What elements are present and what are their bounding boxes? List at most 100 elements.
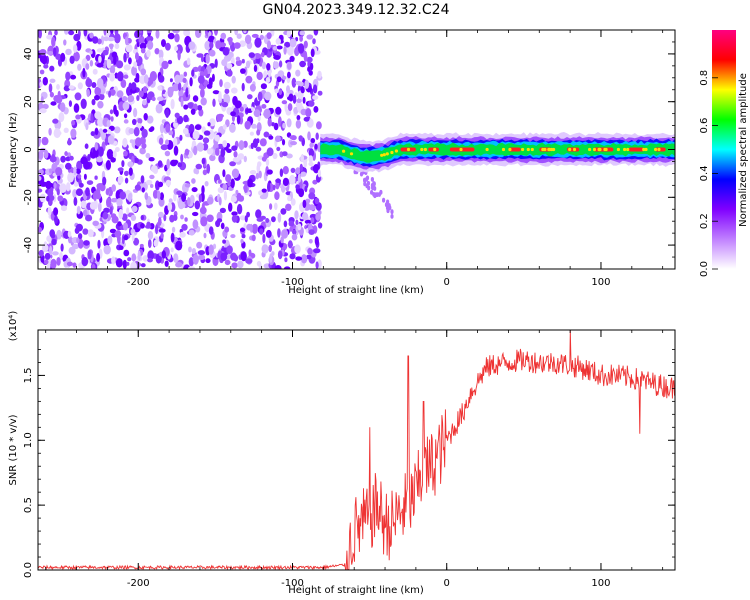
- noise-speckle: [127, 57, 132, 65]
- noise-speckle: [237, 153, 245, 160]
- noise-speckle: [287, 103, 293, 112]
- noise-speckle: [43, 64, 49, 69]
- noise-speckle: [48, 168, 53, 174]
- noise-speckle: [223, 93, 228, 99]
- noise-speckle: [73, 166, 77, 176]
- signal-band-core: [628, 147, 645, 152]
- noise-speckle: [129, 139, 134, 144]
- noise-speckle: [274, 202, 278, 210]
- noise-speckle: [303, 50, 308, 61]
- noise-speckle: [114, 43, 120, 50]
- snr-x-label: Height of straight line (km): [288, 585, 424, 596]
- noise-speckle: [85, 63, 90, 70]
- noise-speckle: [278, 89, 282, 96]
- noise-speckle: [55, 167, 63, 176]
- noise-speckle: [60, 52, 66, 63]
- noise-speckle: [97, 117, 104, 127]
- noise-speckle: [277, 228, 281, 238]
- noise-speckle: [260, 52, 265, 58]
- chart-title: GN04.2023.349.12.32.C24: [263, 2, 450, 18]
- noise-speckle: [259, 194, 267, 200]
- noise-speckle: [75, 114, 81, 120]
- noise-speckle: [52, 118, 59, 124]
- signal-band-peak: [644, 147, 648, 152]
- noise-speckle: [240, 251, 247, 262]
- noise-speckle: [107, 36, 115, 42]
- noise-speckle: [295, 167, 301, 175]
- noise-speckle: [191, 178, 196, 184]
- noise-speckle: [77, 174, 82, 179]
- band-tail-speckle: [387, 203, 391, 208]
- band-tail-speckle: [363, 181, 367, 187]
- noise-speckle: [173, 145, 179, 156]
- noise-speckle: [274, 88, 279, 94]
- noise-speckle: [53, 47, 57, 57]
- noise-speckle: [117, 175, 124, 184]
- noise-speckle: [196, 142, 204, 152]
- noise-speckle: [123, 113, 128, 119]
- noise-speckle: [283, 220, 288, 228]
- noise-speckle: [222, 239, 227, 244]
- noise-speckle: [227, 180, 231, 187]
- noise-speckle: [218, 91, 222, 102]
- noise-speckle: [198, 254, 206, 260]
- noise-speckle: [287, 195, 292, 202]
- noise-speckle: [273, 55, 281, 60]
- noise-speckle: [272, 152, 278, 160]
- noise-speckle: [118, 208, 124, 220]
- noise-speckle: [291, 77, 297, 88]
- x-tick-label: 100: [591, 277, 610, 288]
- noise-speckle: [68, 30, 75, 36]
- noise-speckle: [308, 192, 316, 200]
- signal-band-peak: [394, 149, 398, 153]
- noise-speckle: [181, 223, 188, 231]
- noise-speckle: [300, 254, 308, 264]
- noise-speckle: [183, 104, 189, 110]
- noise-speckle: [130, 261, 137, 269]
- noise-speckle: [38, 175, 42, 181]
- noise-speckle: [231, 262, 238, 269]
- noise-speckle: [226, 63, 233, 69]
- noise-speckle: [113, 126, 121, 134]
- band-tail-speckle: [390, 209, 394, 215]
- noise-speckle: [216, 143, 225, 150]
- noise-speckle: [201, 202, 205, 213]
- noise-speckle: [167, 202, 173, 212]
- signal-band-peak: [604, 147, 608, 152]
- noise-speckle: [245, 75, 253, 84]
- noise-speckle: [265, 229, 272, 238]
- noise-speckle: [209, 49, 216, 57]
- noise-speckle: [57, 195, 64, 202]
- noise-speckle: [179, 231, 186, 238]
- noise-speckle: [268, 69, 272, 78]
- signal-band-peak: [433, 147, 437, 152]
- signal-band-peak: [541, 147, 545, 152]
- noise-speckle: [206, 83, 213, 89]
- noise-speckle: [283, 266, 291, 269]
- noise-speckle: [260, 83, 267, 90]
- noise-speckle: [65, 48, 72, 56]
- noise-speckle: [297, 173, 302, 183]
- noise-speckle: [200, 88, 205, 98]
- noise-speckle: [239, 227, 246, 232]
- noise-speckle: [141, 128, 148, 138]
- colorbar-ticks: 0.0 0.2 0.4 0.6 0.8: [699, 70, 718, 277]
- noise-speckle: [238, 140, 245, 151]
- noise-speckle: [304, 219, 312, 224]
- noise-speckle: [281, 229, 289, 239]
- noise-speckle: [147, 80, 152, 87]
- noise-speckle: [241, 234, 246, 239]
- noise-speckle: [283, 46, 287, 55]
- noise-speckle: [273, 122, 279, 131]
- noise-speckle: [221, 59, 228, 67]
- noise-speckle: [106, 149, 114, 160]
- noise-speckle: [208, 226, 214, 235]
- noise-speckle: [72, 189, 77, 198]
- noise-speckle: [287, 71, 291, 79]
- noise-speckle: [248, 249, 252, 257]
- noise-speckle: [255, 209, 262, 219]
- noise-speckle: [258, 170, 262, 179]
- noise-speckle: [158, 228, 166, 233]
- noise-speckle: [197, 75, 205, 84]
- noise-speckle: [133, 107, 138, 118]
